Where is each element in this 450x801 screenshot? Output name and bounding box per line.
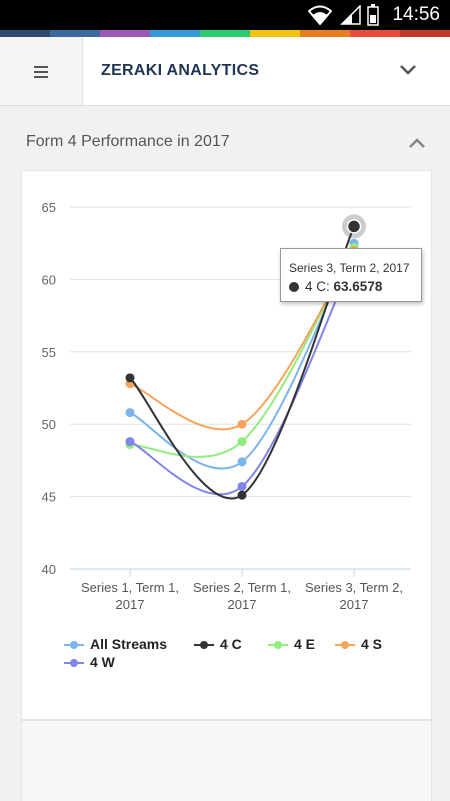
legend-item[interactable]: 4 C bbox=[194, 636, 242, 654]
brand-strip-segment bbox=[150, 30, 200, 37]
x-tick-label: 2017 bbox=[340, 597, 369, 612]
data-point bbox=[237, 481, 247, 491]
series-dot-icon bbox=[289, 282, 299, 292]
x-tick-label: 2017 bbox=[116, 597, 145, 612]
section-title: Form 4 Performance in 2017 bbox=[26, 133, 230, 150]
battery-icon bbox=[367, 4, 379, 26]
legend-symbol-icon bbox=[268, 641, 288, 650]
data-point bbox=[125, 373, 135, 383]
legend-label: 4 C bbox=[220, 636, 242, 652]
legend-label: 4 E bbox=[294, 636, 316, 652]
y-tick-label: 45 bbox=[42, 490, 56, 505]
tooltip-header: Series 3, Term 2, 2017 bbox=[289, 261, 410, 275]
tooltip-series: 4 C bbox=[305, 279, 327, 294]
legend-symbol-icon bbox=[194, 641, 214, 650]
data-point bbox=[237, 419, 247, 429]
tooltip-value-row: 4 C: 63.6578 bbox=[289, 279, 382, 294]
y-tick-label: 40 bbox=[42, 562, 56, 577]
menu-button[interactable] bbox=[0, 37, 83, 105]
legend-symbol-icon bbox=[335, 641, 355, 650]
brand-strip-segment bbox=[50, 30, 100, 37]
x-tick-label: Series 1, Term 1, bbox=[81, 580, 179, 595]
data-point bbox=[125, 408, 135, 418]
data-point bbox=[237, 437, 247, 447]
y-tick-label: 65 bbox=[42, 200, 56, 215]
brand-strip-segment bbox=[350, 30, 400, 37]
brand-strip-segment bbox=[300, 30, 350, 37]
tooltip-value: 63.6578 bbox=[333, 279, 383, 294]
clock: 14:56 bbox=[392, 4, 440, 25]
brand-color-strip bbox=[0, 30, 450, 37]
line-chart: 65 60 55 50 45 40 Series 1, Term 1, 2017 Series … bbox=[42, 200, 411, 612]
y-tick-label: 60 bbox=[42, 272, 56, 287]
legend-label: 4 W bbox=[90, 654, 115, 670]
brand-strip-segment bbox=[0, 30, 50, 37]
legend-label: All Streams bbox=[90, 636, 168, 652]
brand-strip-segment bbox=[100, 30, 150, 37]
brand-strip-segment bbox=[250, 30, 300, 37]
app-title: ZERAKI ANALYTICS bbox=[101, 62, 260, 79]
series-line bbox=[129, 257, 355, 496]
status-bar: 14:56 bbox=[0, 0, 450, 30]
brand-strip-segment bbox=[200, 30, 250, 37]
wifi-icon bbox=[308, 5, 332, 25]
chevron-up-icon[interactable] bbox=[408, 137, 426, 149]
chart-tooltip: Series 3, Term 2, 2017 4 C: 63.6578 bbox=[280, 248, 422, 302]
legend-item[interactable]: 4 W bbox=[64, 654, 115, 672]
app-bar: ZERAKI ANALYTICS bbox=[0, 37, 450, 106]
x-tick-label: 2017 bbox=[228, 597, 257, 612]
legend-label: 4 S bbox=[361, 636, 383, 652]
y-tick-label: 55 bbox=[42, 345, 56, 360]
data-point bbox=[125, 437, 135, 447]
brand-strip-segment bbox=[400, 30, 450, 37]
legend-symbol-icon bbox=[64, 641, 84, 650]
y-tick-label: 50 bbox=[42, 417, 56, 432]
legend-item[interactable]: All Streams bbox=[64, 636, 167, 654]
x-tick-label: Series 3, Term 2, bbox=[305, 580, 403, 595]
legend-item[interactable]: 4 S bbox=[335, 636, 382, 654]
data-point bbox=[237, 490, 247, 500]
data-point bbox=[237, 457, 247, 467]
data-point bbox=[346, 219, 362, 234]
signal-icon bbox=[340, 5, 361, 25]
chevron-down-icon[interactable] bbox=[398, 63, 418, 77]
legend-symbol-icon bbox=[64, 659, 84, 668]
legend-item[interactable]: 4 E bbox=[268, 636, 315, 654]
secondary-card bbox=[21, 720, 432, 801]
x-tick-label: Series 2, Term 1, bbox=[193, 580, 291, 595]
